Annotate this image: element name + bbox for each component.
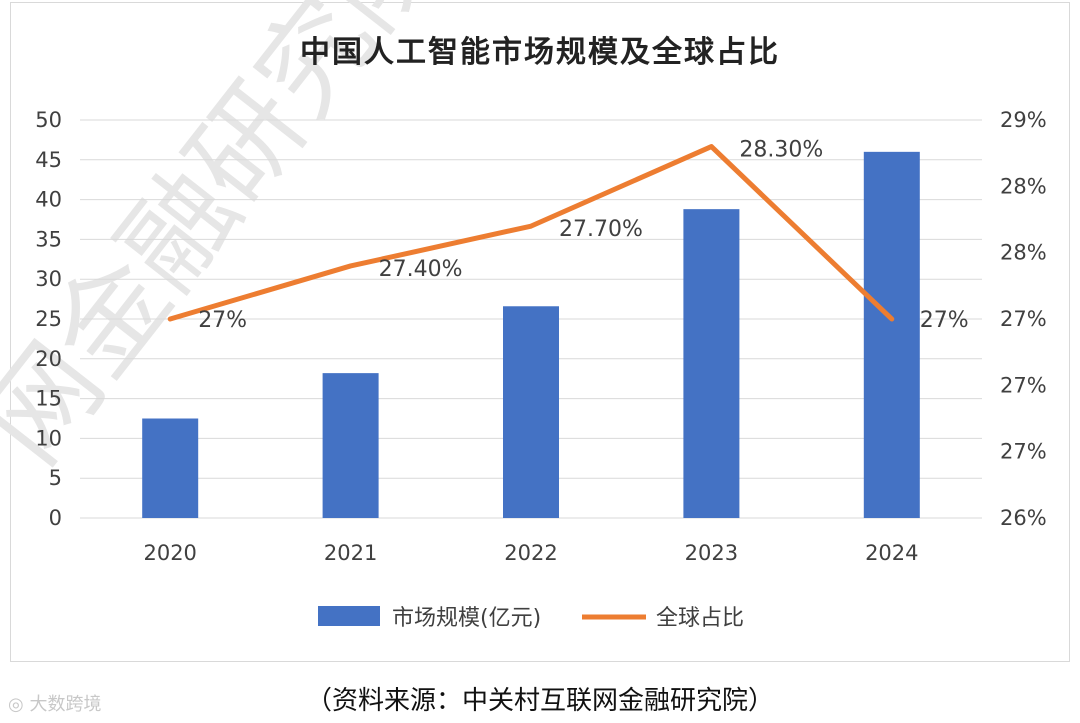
left-tick-label: 50	[35, 108, 62, 132]
legend-line-label: 全球占比	[656, 606, 744, 631]
left-tick-label: 0	[49, 506, 62, 530]
source-note: （资料来源：中关村互联网金融研究院）	[305, 686, 774, 716]
watermark: 网金融研究院	[0, 0, 467, 486]
bar	[142, 418, 199, 518]
left-tick-label: 10	[35, 426, 62, 450]
logo: ◎ 大数跨境	[8, 690, 101, 716]
right-tick-label: 28%	[1000, 174, 1047, 198]
logo-text: 大数跨境	[29, 694, 102, 715]
line-series	[167, 144, 895, 322]
x-tick-label: 2020	[143, 541, 196, 565]
right-tick-label: 27%	[1000, 373, 1047, 397]
line-data-label: 27%	[198, 308, 247, 333]
line-data-label: 28.30%	[739, 138, 823, 163]
bar	[503, 306, 559, 518]
right-tick-label: 28%	[1000, 241, 1047, 265]
legend: 市场规模(亿元) 全球占比	[318, 606, 744, 631]
line-path	[167, 144, 895, 322]
left-tick-label: 20	[35, 347, 62, 371]
left-tick-label: 40	[35, 188, 62, 212]
left-tick-label: 5	[49, 466, 62, 490]
gridlines	[80, 119, 982, 519]
right-axis-ticks: 26% 27% 27% 27% 28% 28% 29%	[1000, 108, 1047, 530]
bar	[863, 151, 920, 518]
line-data-label: 27.70%	[559, 217, 643, 242]
left-tick-label: 30	[35, 267, 62, 291]
left-tick-label: 25	[35, 307, 62, 331]
chart-title: 中国人工智能市场规模及全球占比	[300, 35, 780, 70]
line-data-label: 27.40%	[379, 257, 463, 282]
legend-bar-swatch	[318, 606, 380, 626]
right-tick-label: 26%	[1000, 506, 1047, 530]
legend-bar-label: 市场规模(亿元)	[392, 606, 541, 631]
bar-series	[142, 151, 920, 519]
left-tick-label: 45	[35, 148, 62, 172]
bar	[322, 373, 379, 518]
logo-icon: ◎	[8, 694, 24, 715]
x-axis-ticks: 2020 2021 2022 2023 2024	[143, 541, 918, 565]
x-tick-label: 2024	[865, 541, 918, 565]
right-tick-label: 27%	[1000, 440, 1047, 464]
right-tick-label: 29%	[1000, 108, 1047, 132]
x-tick-label: 2022	[504, 541, 557, 565]
left-axis-ticks: 0 5 10 15 20 25 30 35 40 45 50	[35, 108, 62, 530]
line-data-labels: 27% 27.40% 27.70% 28.30% 27%	[198, 138, 969, 333]
x-tick-label: 2021	[324, 541, 377, 565]
bar	[683, 209, 740, 519]
line-data-label: 27%	[920, 308, 969, 333]
right-tick-label: 27%	[1000, 307, 1047, 331]
x-tick-label: 2023	[685, 541, 738, 565]
left-tick-label: 15	[35, 387, 62, 411]
left-tick-label: 35	[35, 227, 62, 251]
